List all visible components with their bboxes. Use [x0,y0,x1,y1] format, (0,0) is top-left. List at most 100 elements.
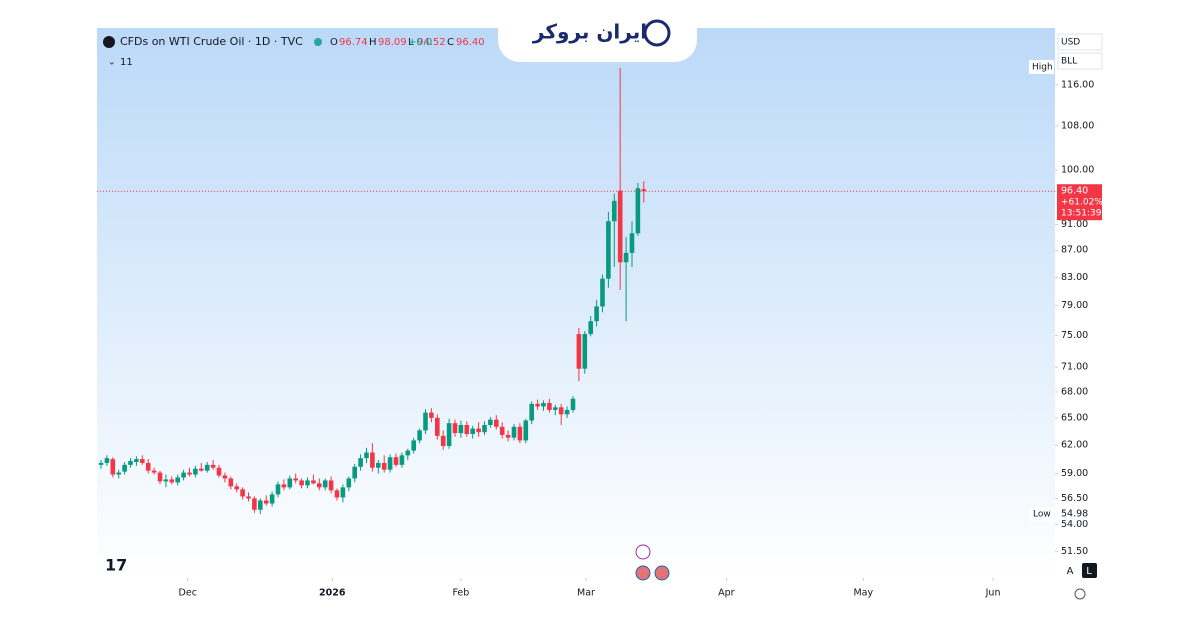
symbol: CFDs on WTI Crude Oil · 1D · TVC [120,35,303,48]
candle-body [216,467,222,476]
candle-body [210,464,216,468]
event-icon[interactable] [654,565,670,581]
candle-body [393,457,399,465]
symbol-icon [103,36,115,48]
y-tick-label: 91.00 [1061,219,1088,230]
countdown: 13:51:39 [1061,209,1102,219]
tv-logo: 17 [105,556,127,575]
change: +0.0 [408,37,432,48]
candle-body [505,434,511,438]
candle-body [281,484,287,488]
y-tick-label: 62.00 [1061,440,1088,451]
candle-body [222,475,228,479]
candle-body [246,496,251,499]
candle-body [334,490,340,498]
ohlc-value: 94.52 [417,37,446,48]
auto[interactable]: A [1067,566,1074,577]
candle-body [535,403,540,407]
candle-body [145,462,151,471]
y-tick-label: 54.00 [1061,519,1088,530]
logo: ایران بروکر [532,20,647,44]
candle-body [476,428,481,433]
auto-button[interactable] [1063,563,1077,578]
candle-body [405,450,411,456]
candle-body [263,500,269,504]
last-price: 96.40 [1061,186,1088,197]
candle-body [440,435,446,446]
time-axis [97,578,1103,606]
currency[interactable]: USD [1061,38,1080,48]
candle-body [275,484,281,495]
candle-body [588,321,593,335]
candle-body [523,420,529,441]
candle-body [134,459,139,462]
y-tick-label: 116.00 [1061,79,1094,90]
ohlc-letter: C [447,37,454,48]
candle-body [493,419,499,427]
ohlc-letter: L [408,37,414,48]
indicator-count[interactable]: 11 [120,57,133,68]
candle-body [381,462,387,470]
ohlc-value: 96.74 [339,37,368,48]
candle-body [458,424,464,434]
candle-body [417,430,422,441]
candle-body [582,334,588,369]
unit[interactable]: BLL [1061,57,1077,67]
x-tick-label: Mar [577,588,595,599]
currency-select[interactable] [1057,33,1103,51]
candle-body [258,500,263,510]
candle-body [594,306,599,322]
candle-body [352,466,358,479]
y-tick-label: 65.00 [1061,412,1088,423]
low-value: 54.98 [1061,509,1088,520]
log-button[interactable] [1082,563,1097,578]
candle-body [187,472,192,475]
candle-body [299,480,304,486]
logo-icon [643,19,671,47]
y-tick-label: 51.50 [1061,546,1088,557]
candle-body [547,403,552,410]
candle-body [387,457,393,470]
candle-body [635,188,641,234]
candle-body [446,423,452,446]
candle-body [541,403,546,407]
candle-body [570,398,576,410]
candle-body [311,480,316,484]
x-tick-label: 2026 [319,588,346,599]
price-change: +61.02% [1061,198,1103,208]
x-tick-label: Dec [179,588,197,599]
event-icon[interactable] [635,544,651,560]
unit-select[interactable] [1057,52,1103,70]
candle-body [110,459,116,475]
candle-body [470,428,475,435]
candle-body [340,487,346,498]
event-icon[interactable] [635,565,651,581]
logo-box [498,0,697,62]
collapse[interactable]: ⌄ [108,58,116,68]
y-tick-label: 108.00 [1061,120,1094,131]
ohlc-value: 96.40 [456,37,485,48]
settings[interactable] [1074,588,1086,600]
candle-body [552,407,558,410]
y-tick-label: 68.00 [1061,386,1088,397]
y-tick-label: 75.00 [1061,330,1088,341]
candle-body [429,412,434,418]
candle-body [600,278,605,307]
candle-body [199,468,204,471]
candle-body [193,468,198,475]
candle-body [151,470,157,473]
candle-body [104,458,110,463]
candle-body [157,472,163,482]
high-label: High [1032,63,1053,73]
y-tick-label: 59.00 [1061,468,1088,479]
low-value-box [1057,508,1087,521]
candle-body [564,409,570,415]
candle-body [370,452,375,468]
candle-body [423,412,428,431]
candle-body [228,478,234,487]
y-tick-label: 79.00 [1061,300,1088,311]
log[interactable]: L [1086,566,1092,577]
ohlc-value: 98.09 [378,37,407,48]
candle-body [511,426,517,438]
candle-body [499,426,505,435]
